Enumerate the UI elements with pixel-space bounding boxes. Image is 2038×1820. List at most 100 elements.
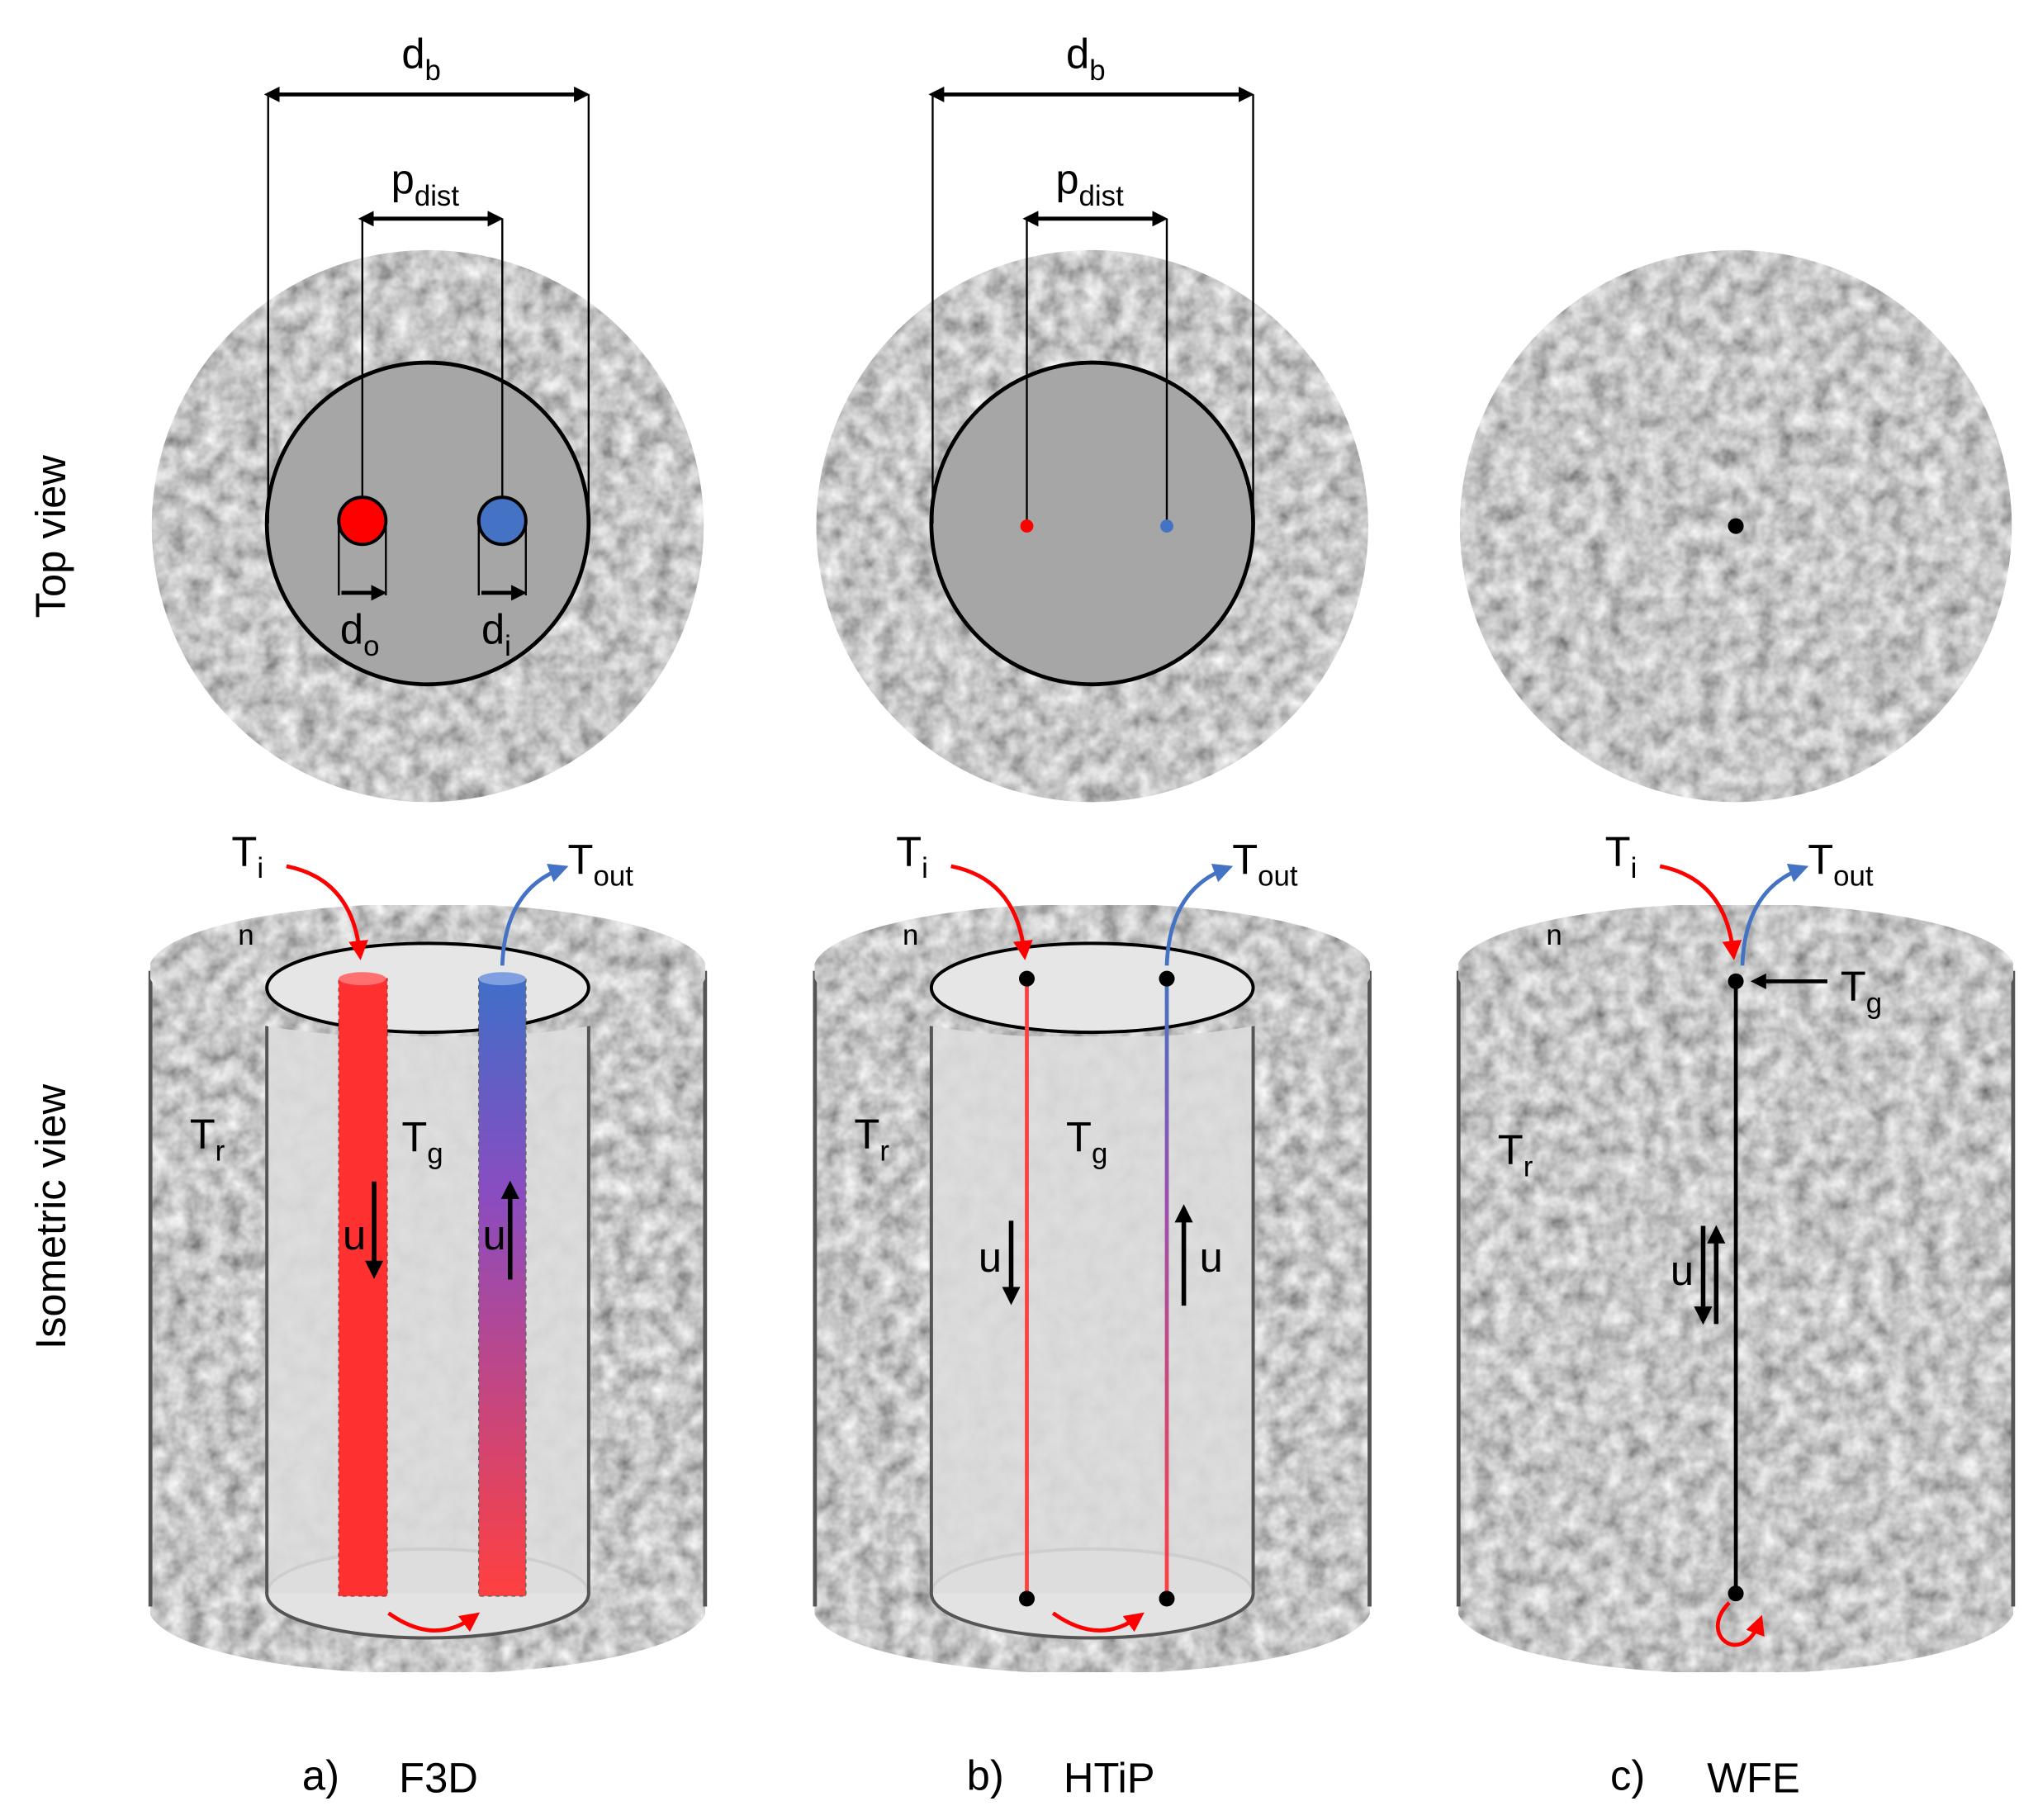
pipe-distance-label-subscript: dist [415,180,460,212]
borehole-diameter-label: db [1066,31,1106,87]
outlet-diameter-label-subscript: o [363,630,379,662]
inlet-diameter-label-subscript: i [505,630,511,662]
rock-temperature-label-symbol: T [1498,1126,1524,1173]
borehole-top [929,360,1255,687]
node [1159,970,1175,987]
node [1019,1590,1036,1607]
outflow-arrow [1164,863,1234,966]
row-label: Isometric view [27,1084,74,1349]
inlet-temperature-label: Ti [896,828,928,884]
outlet-pipe-top [1020,519,1034,533]
caption-letter: c) [1610,1751,1645,1799]
caption-name: HTiP [1064,1754,1155,1801]
outlet-pipe-top [337,495,388,547]
borehole-body [931,988,1254,1594]
velocity-label: u [1200,1234,1223,1281]
rock-temperature-label-subscript: r [1524,1150,1533,1183]
inlet-temperature-label-symbol: T [1605,828,1631,875]
normal-label: n [1546,919,1562,951]
velocity-label: u [979,1234,1002,1281]
rock-temperature-label: Tr [1498,1126,1533,1183]
return-arrow [1051,1611,1145,1633]
outlet-temperature-label: Tout [567,836,633,892]
return-arrow [1716,1601,1765,1647]
node [1728,973,1744,989]
borehole-top [264,360,591,687]
rock-temperature-label: Tr [854,1111,889,1167]
outlet-temperature-label-subscript: out [1258,860,1298,893]
caption-letter: a) [302,1751,339,1799]
outlet-temperature-label-subscript: out [593,860,633,893]
velocity-label: u [343,1211,366,1258]
outlet-temperature-label: Tout [1808,836,1874,892]
rock-temperature-label-subscript: r [216,1135,225,1167]
rock-temperature-label: Tr [190,1111,225,1167]
borehole-top-face [265,941,590,1035]
outlet-diameter-label: do [340,606,380,662]
drawing [148,86,2016,1675]
borehole-diameter-label-subscript: b [1089,55,1105,87]
pipe-distance-label-symbol: p [1055,156,1078,203]
velocity-label: u [1671,1247,1694,1294]
inlet-pipe [1164,979,1169,1600]
inlet-diameter-label-symbol: d [481,606,505,653]
row-label: Top view [27,455,74,619]
inflow-arrow [1659,864,1742,960]
outlet-temperature-label-symbol: T [567,836,593,883]
caption-name: WFE [1707,1754,1800,1801]
normal-label: n [238,919,254,951]
rock-temperature-label-symbol: T [854,1111,879,1158]
grout-temperature-label: Tg [401,1113,443,1169]
inlet-pipe-top [476,495,528,547]
return-arrow [387,1611,481,1633]
grout-temperature-label-symbol: T [401,1113,427,1160]
rock-temperature-label-symbol: T [190,1111,216,1158]
grout-temperature-label-subscript: g [1092,1138,1107,1170]
borehole-body [267,988,589,1594]
borehole-diameter-label: db [401,31,441,87]
inlet-temperature-label-symbol: T [896,828,922,875]
node [1019,970,1036,987]
grout-temperature-label-symbol: T [1841,963,1866,1010]
inlet-diameter-label: di [481,606,511,662]
pipe-distance-label: pdist [391,156,460,212]
outlet-temperature-label-symbol: T [1808,836,1833,883]
pipe-distance-label-symbol: p [391,156,415,203]
inflow-arrow [950,864,1033,960]
grout-temperature-label-subscript: g [427,1138,443,1170]
grout-temperature-label-symbol: T [1066,1113,1092,1160]
outlet-diameter-label-symbol: d [340,606,363,653]
inlet-temperature-label-symbol: T [231,828,257,875]
outlet-pipe [338,978,388,1597]
normal-label: n [903,919,918,951]
outlet-temperature-label: Tout [1232,836,1298,892]
borehole-diameter-label-symbol: d [1066,31,1089,78]
inlet-pipe-top [1160,519,1173,533]
outflow-arrow [500,863,569,966]
grout-temperature-label: Tg [1841,963,1882,1019]
outlet-temperature-label-subscript: out [1833,860,1874,893]
inlet-temperature-label: Ti [231,828,263,884]
borehole-diameter-label-symbol: d [401,31,424,78]
inlet-pipe-cap [478,972,526,986]
inflow-arrow [286,864,368,960]
borehole-top-face [929,941,1255,1035]
inlet-temperature-label: Ti [1605,828,1638,884]
caption-letter: b) [967,1751,1004,1799]
grout-temperature-label-subscript: g [1866,987,1882,1019]
outlet-pipe-cap [339,972,386,986]
velocity-label: u [483,1211,506,1258]
caption-name: F3D [399,1754,478,1801]
pipe-distance-label-subscript: dist [1079,180,1125,212]
node [1159,1590,1175,1607]
inlet-pipe [477,978,527,1597]
outlet-temperature-label-symbol: T [1232,836,1258,883]
borehole-diameter-label-subscript: b [425,55,441,87]
inlet-temperature-label-subscript: i [1631,852,1638,884]
rock-temperature-label-subscript: r [879,1135,889,1167]
outflow-arrow [1740,863,1809,966]
pipe-distance-label: pdist [1055,156,1124,212]
